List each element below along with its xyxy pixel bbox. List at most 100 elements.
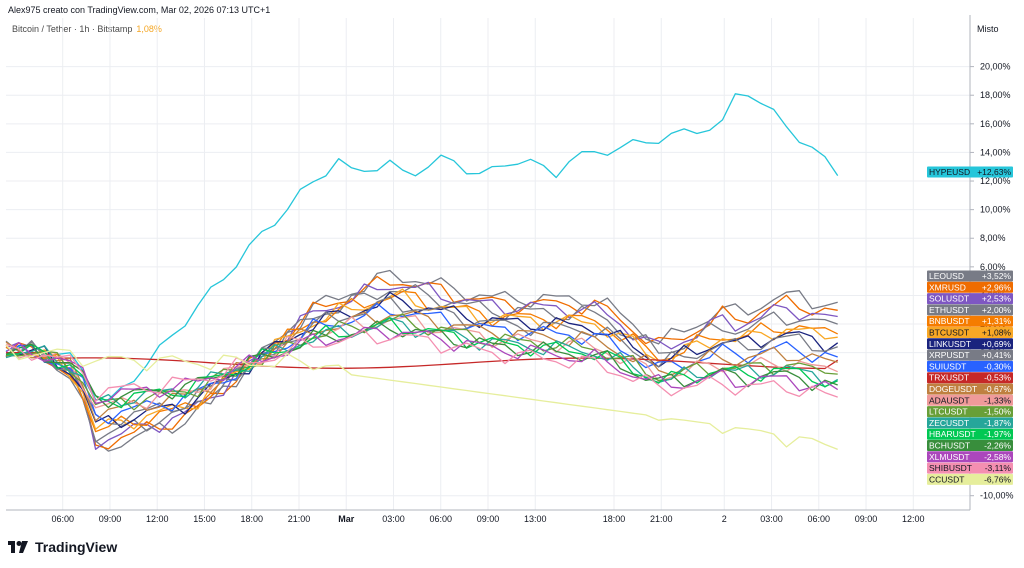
- series-label-bg: [927, 327, 1013, 338]
- series-label-value: +2,00%: [982, 305, 1012, 315]
- series-label-btcusdt[interactable]: BTCUSDT +1,08%: [927, 327, 1013, 338]
- series-label-bg: [927, 372, 1013, 384]
- x-tick-label: 21:00: [288, 514, 311, 524]
- x-tick-label: 09:00: [477, 514, 500, 524]
- y-tick-label: 6,00%: [980, 262, 1006, 272]
- series-label-ltcusdt[interactable]: LTCUSDT -1,50%: [927, 406, 1013, 418]
- series-label-value: -6,76%: [984, 474, 1011, 484]
- series-line-leousd: [5, 269, 838, 452]
- series-label-value: -0,30%: [984, 361, 1011, 371]
- x-tick-label: 03:00: [382, 514, 405, 524]
- chart-header: Alex975 creato con TradingView.com, Mar …: [8, 5, 271, 15]
- series-label-name: ADAUSDT: [929, 395, 970, 405]
- series-label-name: CCUSDT: [929, 474, 964, 484]
- series-label-name: BCHUSDT: [929, 441, 970, 451]
- series-label-xrpusdt[interactable]: XRPUSDT +0,41%: [927, 349, 1013, 361]
- series-label-value: -1,50%: [984, 407, 1011, 417]
- series-label-ccusdt[interactable]: CCUSDT -6,76%: [927, 473, 1013, 485]
- series-line-ccusdt: [5, 344, 838, 451]
- series-label-name: ETHUSDT: [929, 305, 969, 315]
- x-tick-label: 09:00: [855, 514, 878, 524]
- series-label-bg: [927, 349, 1013, 361]
- series-label-name: HYPEUSD: [929, 167, 970, 177]
- series-label-xlmusdt[interactable]: XLMUSDT -2,58%: [927, 451, 1013, 463]
- series-label-bg: [927, 473, 1013, 485]
- series-label-value: +1,08%: [982, 328, 1012, 338]
- series-label-adausdt[interactable]: ADAUSDT -1,33%: [927, 394, 1013, 406]
- series-line-xlmusdt: [5, 326, 839, 404]
- y-tick-label: 18,00%: [980, 90, 1011, 100]
- series-label-name: SHIBUSDT: [929, 463, 972, 473]
- series-label-dogeusdt[interactable]: DOGEUSDT -0,67%: [927, 383, 1013, 395]
- series-label-shibusdt[interactable]: SHIBUSDT -3,11%: [927, 462, 1013, 474]
- x-tick-label: 2: [722, 514, 727, 524]
- x-tick-label: 06:00: [51, 514, 74, 524]
- series-label-ethusdt[interactable]: ETHUSDT +2,00%: [927, 304, 1013, 316]
- scale-mode-label[interactable]: Misto: [977, 24, 999, 34]
- x-tick-label: 09:00: [99, 514, 122, 524]
- series-label-value: +0,69%: [982, 339, 1012, 349]
- series-label-name: SOLUSDT: [929, 294, 969, 304]
- series-label-name: DOGEUSDT: [929, 384, 977, 394]
- brand-name: TradingView: [35, 539, 118, 555]
- series-label-name: XRPUSDT: [929, 350, 970, 360]
- series-label-value: +2,53%: [982, 294, 1012, 304]
- y-tick-label: 12,00%: [980, 176, 1011, 186]
- series-label-bnbusdt[interactable]: BNBUSDT +1,31%: [927, 315, 1013, 327]
- series-label-bg: [927, 166, 1013, 178]
- series-line-btcusdt: [5, 288, 838, 430]
- series-label-bg: [927, 304, 1013, 316]
- series-line-ltcusdt: [5, 313, 838, 411]
- series-label-bg: [927, 406, 1013, 418]
- series-label-trxusdt[interactable]: TRXUSDT -0,53%: [927, 372, 1013, 384]
- series-label-bg: [927, 270, 1013, 282]
- series-line-dogeusdt: [5, 310, 838, 422]
- series-label-value: -2,58%: [984, 452, 1011, 462]
- series-label-value: -0,67%: [984, 384, 1011, 394]
- series-label-name: XLMUSDT: [929, 452, 970, 462]
- x-tick-label: 18:00: [603, 514, 626, 524]
- y-tick-label: 16,00%: [980, 119, 1011, 129]
- x-tick-label: 12:00: [902, 514, 925, 524]
- series-label-hbarusdt[interactable]: HBARUSDT -1,97%: [927, 428, 1013, 440]
- series-label-value: -1,97%: [984, 429, 1011, 439]
- series-label-name: LEOUSD: [929, 271, 964, 281]
- x-tick-label: 21:00: [650, 514, 673, 524]
- series-label-value: -3,11%: [985, 463, 1012, 473]
- series-label-value: +12,63%: [977, 167, 1011, 177]
- series-label-name: LTCUSDT: [929, 407, 968, 417]
- y-tick-label: -10,00%: [980, 491, 1014, 501]
- symbol-legend[interactable]: Bitcoin / Tether · 1h · Bitstamp 1,08%: [12, 24, 162, 34]
- x-tick-label: 03:00: [760, 514, 783, 524]
- series-label-xmrusd[interactable]: XMRUSD +2,96%: [927, 281, 1013, 293]
- series-line-ethusdt: [5, 284, 838, 443]
- series-label-bg: [927, 315, 1013, 327]
- series-label-bg: [927, 338, 1013, 350]
- series-label-hypeusd[interactable]: HYPEUSD +12,63%: [927, 166, 1013, 178]
- series-label-value: +0,41%: [982, 350, 1012, 360]
- series-label-suiusdt[interactable]: SUIUSDT -0,30%: [927, 360, 1013, 372]
- series-label-name: TRXUSDT: [929, 373, 969, 383]
- series-label-name: LINKUSDT: [929, 339, 971, 349]
- series-label-zecusdt[interactable]: ZECUSDT -1,87%: [927, 417, 1013, 429]
- symbol-change: 1,08%: [136, 24, 162, 34]
- series-label-bg: [927, 440, 1013, 451]
- tradingview-logo-icon: [8, 541, 28, 553]
- x-tick-label: 12:00: [146, 514, 169, 524]
- series-label-name: XMRUSD: [929, 282, 966, 292]
- series-label-bg: [927, 451, 1013, 463]
- series-label-leousd[interactable]: LEOUSD +3,52%: [927, 270, 1013, 282]
- series-label-solusdt[interactable]: SOLUSDT +2,53%: [927, 293, 1013, 305]
- series-label-linkusdt[interactable]: LINKUSDT +0,69%: [927, 338, 1013, 350]
- series-label-bg: [927, 281, 1013, 293]
- series-label-value: +2,96%: [982, 282, 1012, 292]
- y-tick-label: 8,00%: [980, 233, 1006, 243]
- series-label-bg: [927, 417, 1013, 429]
- series-label-bg: [927, 428, 1013, 440]
- y-tick-label: 10,00%: [980, 205, 1011, 215]
- y-tick-label: 14,00%: [980, 147, 1011, 157]
- series-label-bchusdt[interactable]: BCHUSDT -2,26%: [927, 440, 1013, 451]
- series-label-name: SUIUSDT: [929, 361, 966, 371]
- series-line-xrpusdt: [5, 296, 838, 426]
